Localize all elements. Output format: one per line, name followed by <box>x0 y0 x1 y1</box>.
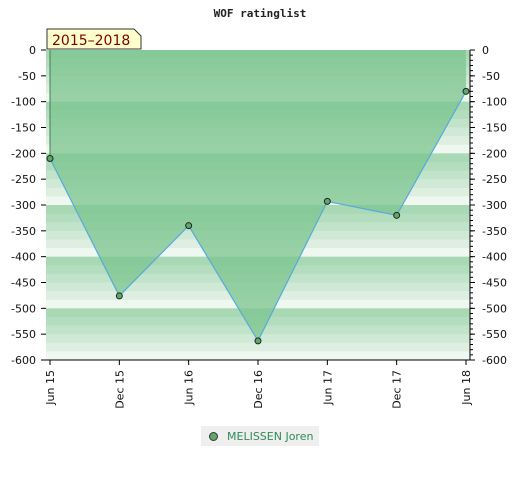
x-tick-label: Dec 15 <box>113 370 126 409</box>
data-point[interactable] <box>46 155 54 162</box>
y-tick-label-right: 0 <box>482 44 489 57</box>
y-tick-label-right: -150 <box>482 122 507 135</box>
x-tick-label: Dec 16 <box>252 370 265 409</box>
y-tick-label-left: -250 <box>11 173 36 186</box>
y-tick-label-right: -100 <box>482 96 507 109</box>
y-tick-label-left: -300 <box>11 199 36 212</box>
legend-marker <box>209 431 218 441</box>
legend-label: MELISSEN Joren <box>227 429 314 443</box>
y-tick-label-left: -150 <box>11 122 36 135</box>
y-tick-label-left: 0 <box>29 44 36 57</box>
period-badge: 2015–2018 <box>46 28 142 50</box>
y-tick-label-right: -400 <box>482 251 507 264</box>
period-badge-label: 2015–2018 <box>52 33 130 49</box>
y-tick-label-left: -350 <box>11 225 36 238</box>
y-tick-label-left: -50 <box>18 70 36 83</box>
y-tick-label-left: -400 <box>11 251 36 264</box>
x-tick-label: Dec 17 <box>391 370 404 409</box>
y-tick-label-left: -200 <box>11 147 36 160</box>
data-point[interactable] <box>393 211 401 219</box>
y-tick-label-right: -450 <box>482 277 507 290</box>
data-point[interactable] <box>462 87 470 95</box>
x-tick-label: Jun 17 <box>321 370 334 406</box>
y-tick-label-right: -300 <box>482 199 507 212</box>
series-area <box>50 50 466 341</box>
legend: MELISSEN Joren <box>201 426 319 446</box>
y-tick-label-right: -500 <box>482 302 507 315</box>
data-point[interactable] <box>323 197 331 205</box>
chart-title: WOF ratinglist <box>214 7 307 20</box>
y-tick-label-left: -500 <box>11 302 36 315</box>
y-tick-label-left: -450 <box>11 277 36 290</box>
grid-band <box>46 342 470 352</box>
x-tick-label: Jun 18 <box>460 370 473 406</box>
y-tick-label-right: -350 <box>482 225 507 238</box>
y-tick-label-right: -600 <box>482 354 507 367</box>
x-tick-label: Jun 15 <box>44 370 57 406</box>
y-tick-label-right: -200 <box>482 147 507 160</box>
y-tick-label-left: -100 <box>11 96 36 109</box>
x-tick-label: Jun 16 <box>183 370 196 406</box>
y-tick-label-left: -600 <box>11 354 36 367</box>
data-point[interactable] <box>254 337 262 345</box>
y-tick-label-right: -250 <box>482 173 507 186</box>
y-tick-label-right: -550 <box>482 328 507 341</box>
y-tick-label-left: -550 <box>11 328 36 341</box>
data-point[interactable] <box>185 222 193 230</box>
data-point[interactable] <box>115 292 123 300</box>
y-tick-label-right: -50 <box>482 70 500 83</box>
grid-band <box>46 351 470 361</box>
